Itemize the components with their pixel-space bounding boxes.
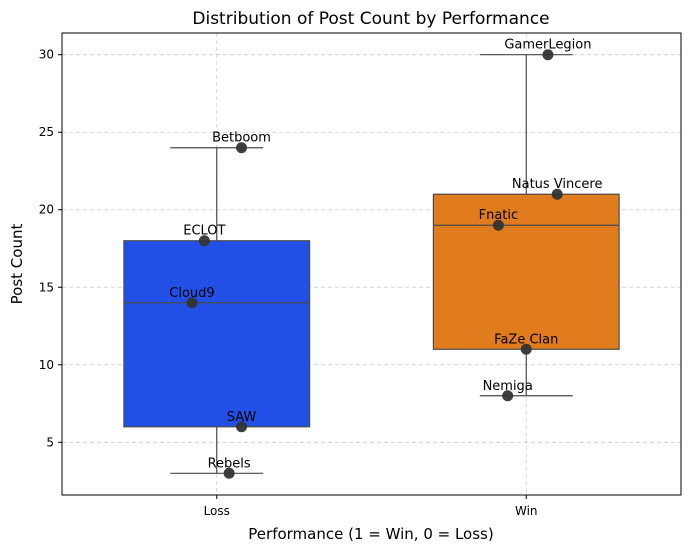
box-loss — [123, 240, 311, 428]
axes: 5 10 15 20 25 30 Loss Win — [39, 48, 538, 518]
data-point — [502, 390, 514, 402]
data-point — [551, 188, 563, 200]
point-label: ECLOT — [183, 224, 225, 239]
x-axis-title: Performance (1 = Win, 0 = Loss) — [248, 525, 493, 543]
data-point — [198, 235, 210, 247]
point-label: Rebels — [208, 456, 251, 471]
y-axis-title: Post Count — [8, 224, 26, 305]
chart-title: Distribution of Post Count by Performanc… — [192, 9, 549, 29]
point-label: SAW — [227, 410, 257, 425]
point-label: Cloud9 — [169, 286, 214, 301]
data-point — [520, 343, 532, 355]
y-tick-label: 20 — [39, 203, 54, 217]
point-label: Nemiga — [483, 379, 533, 394]
y-tick-label: 30 — [39, 48, 54, 62]
data-point — [236, 421, 248, 433]
plot-frame — [61, 32, 682, 496]
data-point — [223, 467, 235, 479]
x-tick-label: Win — [515, 504, 538, 518]
y-tick-label: 15 — [39, 280, 54, 294]
boxes — [123, 54, 620, 474]
point-label: Natus Vincere — [512, 177, 603, 192]
data-point — [492, 219, 504, 231]
data-point — [542, 49, 554, 61]
point-label: Fnatic — [479, 208, 519, 223]
x-tick-label: Loss — [204, 504, 230, 518]
data-point — [186, 297, 198, 309]
box-win — [432, 193, 620, 350]
y-tick-label: 5 — [46, 435, 54, 449]
point-label: Betboom — [212, 131, 271, 146]
data-point — [236, 142, 248, 154]
point-label: GamerLegion — [504, 38, 591, 53]
y-tick-label: 10 — [39, 358, 54, 372]
y-tick-label: 25 — [39, 125, 54, 139]
data-points: Betboom ECLOT Cloud9 SAW Rebels GamerLegion Na… — [169, 38, 602, 479]
point-label: FaZe Clan — [494, 332, 558, 347]
